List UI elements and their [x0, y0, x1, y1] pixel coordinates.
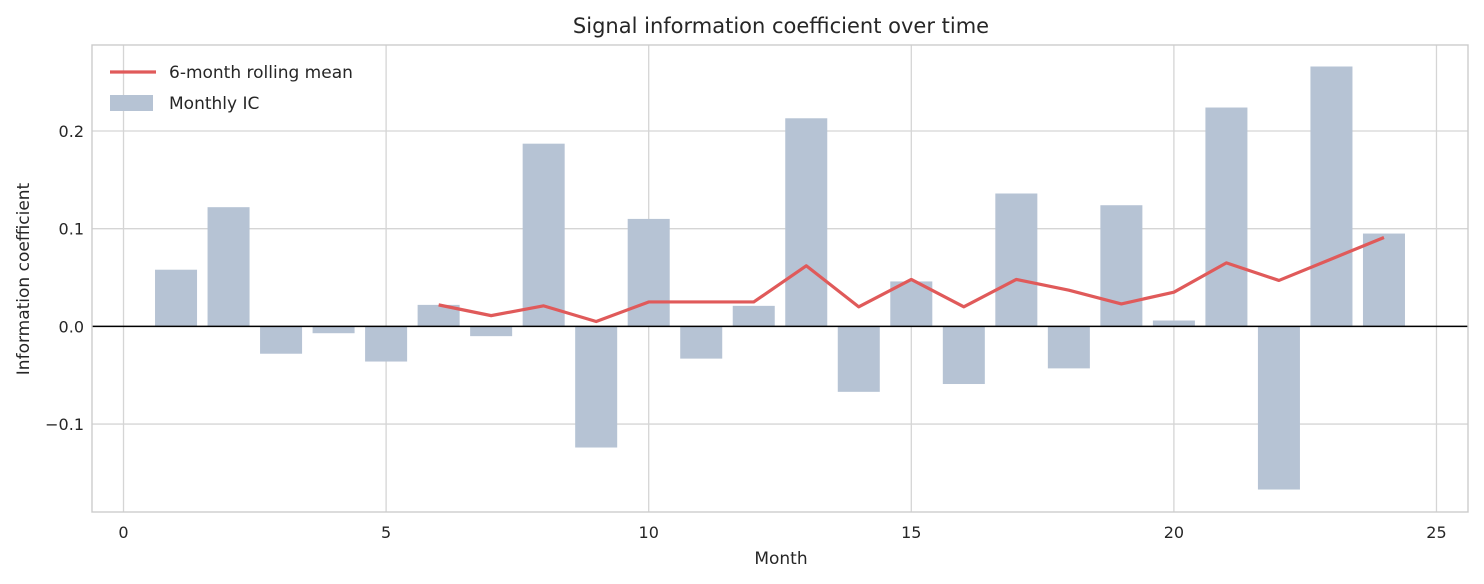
y-tick-label-3: 0.2	[59, 122, 84, 141]
bar-month-18	[1047, 326, 1090, 369]
bar-month-14	[837, 326, 880, 392]
bar-month-24	[1362, 233, 1405, 327]
bar-month-23	[1310, 66, 1353, 327]
bar-month-2	[207, 207, 250, 327]
x-tick-label-5: 25	[1426, 523, 1446, 542]
legend-label-monthly-ic: Monthly IC	[169, 94, 259, 114]
bar-month-9	[575, 326, 618, 448]
x-tick-label-0: 0	[118, 523, 128, 542]
bar-month-5	[365, 326, 408, 362]
legend-label-rolling-mean: 6-month rolling mean	[169, 63, 353, 83]
y-tick-label-0: −0.1	[45, 415, 84, 434]
bar-month-6	[417, 304, 460, 327]
bar-month-11	[680, 326, 723, 359]
bar-month-20	[1152, 320, 1195, 327]
x-tick-label-2: 10	[639, 523, 659, 542]
chart-title: Signal information coefficient over time	[573, 14, 989, 38]
bar-month-16	[942, 326, 985, 385]
bar-month-12	[732, 305, 775, 327]
x-axis-ticks: 0 5 10 15 20 25	[118, 523, 1446, 542]
bar-month-1	[155, 269, 198, 327]
y-tick-label-2: 0.1	[59, 220, 84, 239]
bar-month-17	[995, 193, 1038, 327]
x-axis-label: Month	[754, 549, 807, 569]
y-axis-ticks: −0.1 0.0 0.1 0.2	[45, 122, 84, 434]
bar-month-15	[890, 281, 933, 327]
bar-month-22	[1257, 326, 1300, 490]
rolling-mean-line	[438, 235, 1385, 324]
legend-swatch-monthly-ic	[110, 95, 153, 111]
bar-month-7	[470, 326, 513, 337]
y-tick-label-1: 0.0	[59, 317, 84, 336]
x-tick-label-1: 5	[381, 523, 391, 542]
bar-month-3	[260, 326, 303, 354]
bar-month-10	[627, 218, 670, 327]
bar-month-13	[785, 118, 828, 327]
bar-month-4	[312, 326, 355, 334]
legend: 6-month rolling mean Monthly IC	[110, 63, 353, 114]
plot-frame	[91, 44, 1469, 513]
x-tick-label-3: 15	[901, 523, 921, 542]
x-tick-label-4: 20	[1164, 523, 1184, 542]
bar-series	[155, 66, 1405, 490]
y-axis-label: Information coefficient	[14, 182, 34, 375]
bar-month-19	[1100, 205, 1143, 327]
bar-month-21	[1205, 107, 1248, 327]
bar-month-8	[522, 143, 565, 327]
